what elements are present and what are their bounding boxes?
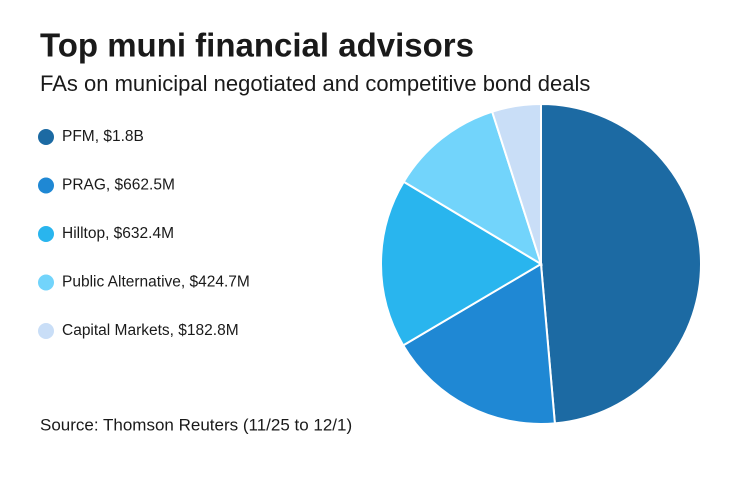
chart-title: Top muni financial advisors xyxy=(40,27,474,64)
pie-slice xyxy=(401,262,556,425)
legend-label: PFM, $1.8B xyxy=(62,128,144,145)
legend-swatch xyxy=(38,129,54,145)
pie-slice xyxy=(380,180,543,347)
legend-label: Hilltop, $632.4M xyxy=(62,225,174,242)
legend-label: PRAG, $662.5M xyxy=(62,177,175,194)
legend-swatch xyxy=(38,274,54,291)
legend-label: Capital Markets, $182.8M xyxy=(62,322,239,339)
pie-slice xyxy=(402,110,543,267)
pie-slice xyxy=(490,102,542,265)
chart-subtitle: FAs on municipal negotiated and competit… xyxy=(40,71,590,96)
pie-slice xyxy=(540,102,702,425)
source: Source: Thomson Reuters (11/25 to 12/1) xyxy=(40,415,352,434)
legend-swatch xyxy=(38,226,54,242)
legend-swatch xyxy=(38,323,54,339)
legend-label: Public Alternative, $424.7M xyxy=(62,274,250,291)
legend-swatch xyxy=(38,177,54,194)
